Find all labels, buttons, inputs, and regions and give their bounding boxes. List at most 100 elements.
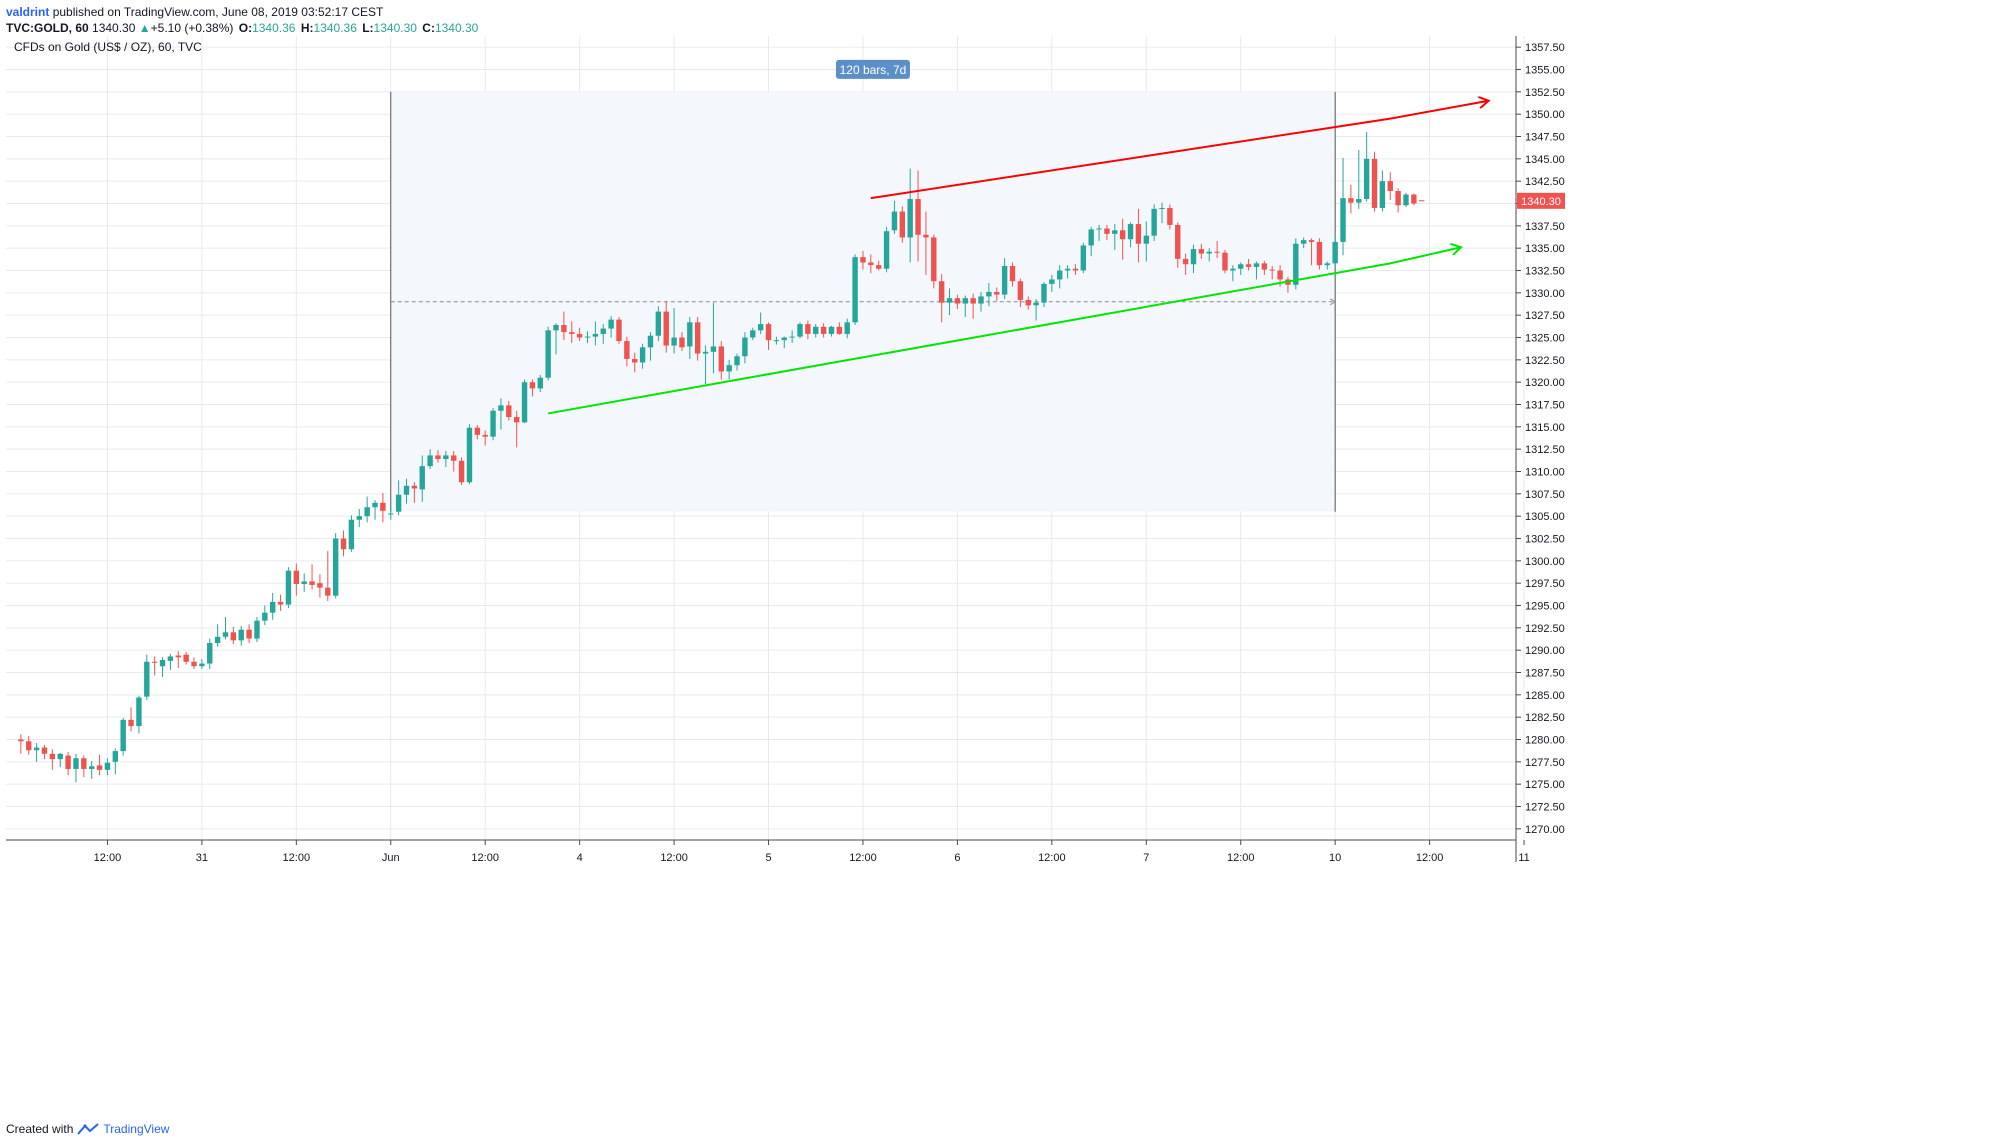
- candle-body: [1001, 266, 1008, 295]
- candle-body: [1143, 235, 1149, 244]
- candle-body: [356, 516, 362, 520]
- candle-body: [820, 326, 827, 334]
- candle-body: [1198, 249, 1205, 254]
- candle-body: [718, 346, 724, 372]
- candle-body: [553, 324, 559, 331]
- candles: [18, 132, 1425, 783]
- candle-body: [498, 405, 504, 411]
- candle-body: [325, 587, 331, 596]
- candle-body: [1088, 229, 1094, 246]
- candle-body: [1104, 228, 1110, 234]
- last-price-label: 1340.30: [1521, 196, 1561, 208]
- candle-body: [1167, 207, 1173, 225]
- candle-body: [222, 632, 229, 637]
- candle-body: [112, 751, 119, 762]
- candle-body: [183, 654, 189, 662]
- candle-body: [285, 570, 292, 605]
- candle-body: [419, 466, 425, 490]
- candle-body: [340, 538, 347, 550]
- candle-body: [1112, 230, 1118, 234]
- y-tick-label: 1300.00: [1525, 556, 1565, 568]
- y-tick-label: 1270.00: [1525, 824, 1565, 836]
- candle-body: [1419, 200, 1425, 202]
- candle-body: [868, 262, 874, 266]
- candle-body: [120, 719, 126, 752]
- candle-body: [372, 502, 378, 508]
- y-tick-label: 1337.50: [1525, 221, 1565, 233]
- candle-body: [710, 346, 717, 352]
- candle-body: [521, 382, 528, 423]
- candle-body: [1356, 199, 1362, 203]
- candle-body: [1190, 249, 1197, 265]
- tradingview-brand[interactable]: TradingView: [103, 1122, 170, 1136]
- candle-body: [1175, 224, 1181, 259]
- candle-body: [435, 455, 441, 459]
- y-tick-label: 1352.50: [1525, 87, 1565, 99]
- x-tick-label: 5: [765, 852, 771, 864]
- candle-body: [938, 281, 945, 303]
- candle-body: [1025, 299, 1031, 306]
- x-tick-label: 12:00: [849, 852, 877, 864]
- candle-body: [427, 455, 433, 467]
- candle-body: [1253, 263, 1260, 267]
- candle-body: [482, 434, 488, 437]
- candle-body: [1269, 269, 1275, 271]
- candle-body: [1033, 302, 1039, 306]
- footer: Created with TradingView: [6, 1122, 169, 1136]
- y-tick-label: 1287.50: [1525, 668, 1565, 680]
- candle-body: [1214, 251, 1220, 253]
- candle-body: [104, 762, 111, 770]
- candle-body: [1009, 266, 1016, 282]
- resistance-trend-line: [870, 101, 1489, 200]
- candle-body: [1127, 224, 1134, 240]
- chart-title: CFDs on Gold (US$ / OZ), 60, TVC: [14, 40, 202, 54]
- date-range-label: 120 bars, 7d: [835, 59, 910, 79]
- candle-body: [750, 330, 756, 338]
- candle-body: [694, 322, 701, 354]
- candle-body: [600, 328, 606, 334]
- candle-body: [608, 319, 614, 329]
- candle-body: [891, 211, 898, 231]
- last-price-box: [1517, 192, 1565, 209]
- time-axis[interactable]: 12:00 31 12:00 Jun 12:00 4 12:00 5 12:00 6 12:00 7 1…: [94, 840, 1530, 864]
- candle-body: [490, 410, 496, 437]
- y-tick-label: 1290.00: [1525, 645, 1565, 657]
- candle-body: [545, 330, 551, 378]
- candle-body: [207, 643, 213, 664]
- candle-body: [702, 351, 709, 354]
- trend-lines[interactable]: [547, 101, 1489, 415]
- author-name[interactable]: valdrint: [6, 5, 50, 19]
- candle-body: [89, 766, 95, 769]
- candle-body: [687, 322, 693, 347]
- y-tick-label: 1305.00: [1525, 511, 1565, 523]
- candle-body: [1238, 264, 1244, 269]
- y-tick-label: 1325.00: [1525, 333, 1565, 345]
- candle-body: [632, 358, 638, 363]
- candle-body: [128, 719, 134, 727]
- price-axis[interactable]: 1357.50 1355.00 1352.50 1350.00 1347.50 1345.…: [1516, 42, 1565, 836]
- candle-body: [230, 632, 237, 641]
- candle-body: [270, 601, 276, 613]
- candle-body: [1340, 198, 1346, 242]
- x-tick-label: 10: [1329, 852, 1341, 864]
- candle-body: [1057, 270, 1063, 280]
- candle-body: [474, 427, 481, 435]
- candle-body: [805, 324, 811, 334]
- candle-body: [1119, 230, 1126, 240]
- y-tick-label: 1345.00: [1525, 154, 1565, 166]
- candle-body: [506, 405, 512, 418]
- candle-body: [144, 661, 150, 697]
- x-tick-label: 12:00: [660, 852, 688, 864]
- y-tick-label: 1347.50: [1525, 132, 1565, 144]
- candle-body: [1316, 241, 1323, 266]
- candle-body: [136, 697, 142, 727]
- candle-body: [1348, 198, 1354, 203]
- candle-body: [199, 663, 205, 667]
- high-value: 1340.36: [313, 21, 357, 35]
- candle-body: [978, 296, 984, 304]
- y-tick-label: 1315.00: [1525, 422, 1565, 434]
- candle-body: [797, 324, 803, 337]
- support-trend-line: [547, 247, 1461, 415]
- candle-body: [513, 417, 520, 423]
